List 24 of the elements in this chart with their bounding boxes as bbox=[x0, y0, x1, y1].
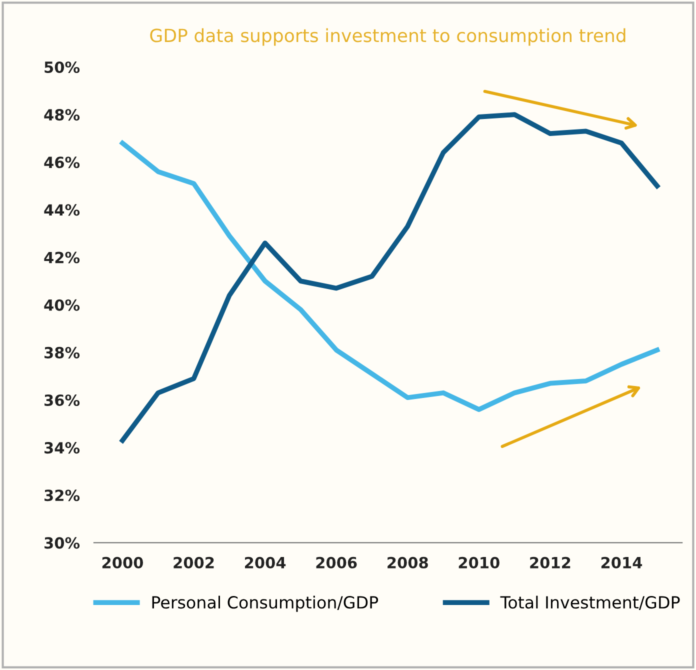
x-tick-label: 2014 bbox=[601, 556, 642, 568]
y-tick-label: 44% bbox=[44, 204, 80, 216]
y-tick-label: 48% bbox=[44, 109, 80, 121]
legend-label: Personal Consumption/GDP bbox=[152, 596, 378, 612]
y-tick-label: 32% bbox=[44, 490, 80, 502]
x-tick-label: 2012 bbox=[530, 556, 570, 568]
y-tick-label: 42% bbox=[44, 252, 80, 264]
y-tick-label: 40% bbox=[44, 299, 80, 311]
y-tick-label: 50% bbox=[44, 61, 80, 74]
chart-title: GDP data supports investment to consumption trend bbox=[150, 28, 626, 46]
x-tick-label: 2008 bbox=[388, 556, 428, 568]
y-tick-label: 46% bbox=[44, 156, 80, 168]
x-tick-label: 2010 bbox=[458, 556, 500, 568]
y-tick-label: 38% bbox=[44, 346, 80, 358]
x-tick-label: 2002 bbox=[174, 556, 214, 568]
y-tick-label: 34% bbox=[44, 442, 80, 454]
line-series bbox=[120, 112, 660, 443]
x-tick-label: 2000 bbox=[102, 556, 144, 568]
line-series bbox=[120, 140, 660, 412]
x-tick-label: 2004 bbox=[244, 556, 286, 568]
x-tick-label: 2006 bbox=[316, 556, 357, 568]
y-tick-label: 36% bbox=[44, 394, 80, 406]
legend-label: Total Investment/GDP bbox=[500, 596, 680, 610]
y-tick-label: 30% bbox=[44, 537, 80, 549]
